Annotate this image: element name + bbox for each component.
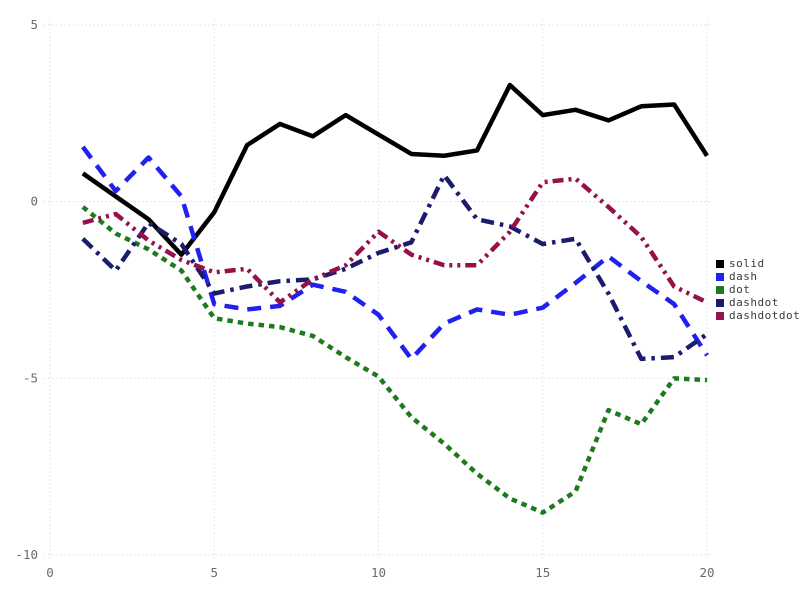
y-tick-label: -10 bbox=[15, 547, 38, 562]
series-line-dot bbox=[81, 205, 708, 515]
legend-swatch-dashdotdot bbox=[716, 312, 724, 320]
legend-swatch-solid bbox=[716, 260, 724, 268]
series-line-dash bbox=[81, 145, 709, 362]
y-tick-label: -5 bbox=[23, 370, 38, 385]
series-line-dashdot bbox=[81, 172, 709, 362]
x-tick-label: 10 bbox=[371, 565, 386, 580]
legend-item-dashdotdot: dashdotdot bbox=[716, 309, 800, 322]
legend-item-dash: dash bbox=[716, 270, 800, 283]
x-tick-label: 0 bbox=[46, 565, 54, 580]
x-tick-label: 5 bbox=[210, 565, 218, 580]
legend-swatch-dashdot bbox=[716, 299, 724, 307]
y-tick-label: 0 bbox=[30, 194, 38, 209]
series-line-solid bbox=[81, 82, 709, 257]
legend-swatch-dot bbox=[716, 286, 724, 294]
y-tick-label: 5 bbox=[30, 17, 38, 32]
legend-item-solid: solid bbox=[716, 257, 800, 270]
legend-label: dashdotdot bbox=[729, 309, 800, 322]
legend: solid dash dot dashdot dashdotdot bbox=[716, 257, 800, 322]
legend-label: dash bbox=[729, 270, 758, 283]
series-line-dashdotdot bbox=[82, 176, 708, 305]
legend-item-dashdot: dashdot bbox=[716, 296, 800, 309]
legend-label: dot bbox=[729, 283, 751, 296]
x-tick-label: 15 bbox=[535, 565, 550, 580]
legend-label: dashdot bbox=[729, 296, 779, 309]
x-tick-label: 20 bbox=[699, 565, 714, 580]
legend-label: solid bbox=[729, 257, 765, 270]
legend-item-dot: dot bbox=[716, 283, 800, 296]
legend-swatch-dash bbox=[716, 273, 724, 281]
